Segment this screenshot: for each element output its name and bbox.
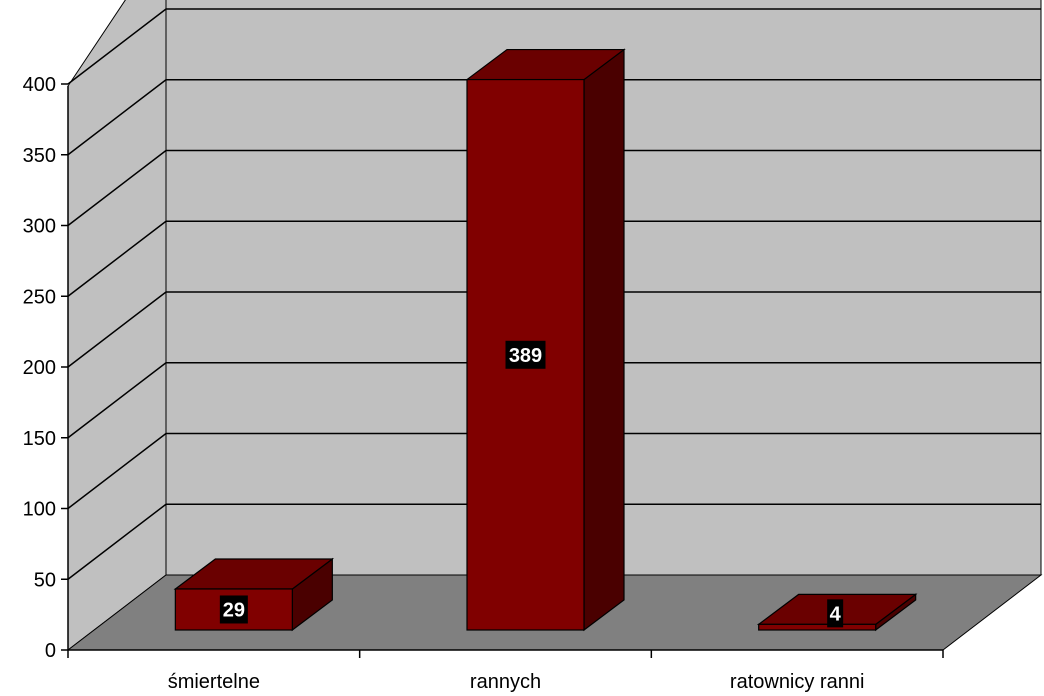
gridlines [67, 8, 1041, 580]
data-label-bg [827, 599, 844, 628]
side-wall [67, 0, 167, 652]
x-category-label: śmiertelne [168, 671, 260, 693]
gridline [67, 362, 1041, 439]
bar-front [758, 623, 877, 631]
data-label-bg [219, 595, 248, 624]
gridline [67, 79, 1041, 156]
y-tick-label: 0 [45, 640, 56, 662]
y-tick-label: 200 [23, 357, 56, 379]
gridline [67, 8, 1041, 85]
data-label-text: 389 [509, 345, 542, 367]
gridline [67, 432, 1041, 510]
y-tick-label: 100 [23, 499, 56, 521]
data-label: 4 [827, 599, 844, 628]
gridline [67, 220, 1041, 297]
bar-1 [465, 48, 626, 632]
gridline [67, 291, 1041, 368]
x-category-label: ratownicy ranni [730, 671, 865, 693]
data-label-text: 4 [830, 603, 842, 625]
labels: 0 50 100 150 200 250 300 350 400 29 śmiertelne 389 r… [23, 74, 865, 693]
data-label-text: 29 [223, 599, 245, 621]
bars [173, 48, 918, 632]
y-tick-label: 400 [23, 74, 56, 96]
y-tick-label: 300 [23, 216, 56, 238]
axes [61, 83, 944, 658]
y-tick-label: 50 [34, 569, 56, 591]
data-label: 389 [505, 340, 546, 369]
data-label: 29 [219, 595, 248, 624]
y-tick-label: 150 [23, 428, 56, 450]
x-category-label: rannych [470, 671, 541, 693]
gridline [67, 503, 1041, 580]
data-label-bg [505, 340, 546, 369]
y-tick-label: 250 [23, 286, 56, 308]
y-tick-label: 350 [23, 145, 56, 167]
gridline [67, 149, 1041, 227]
bar-side [583, 48, 625, 632]
